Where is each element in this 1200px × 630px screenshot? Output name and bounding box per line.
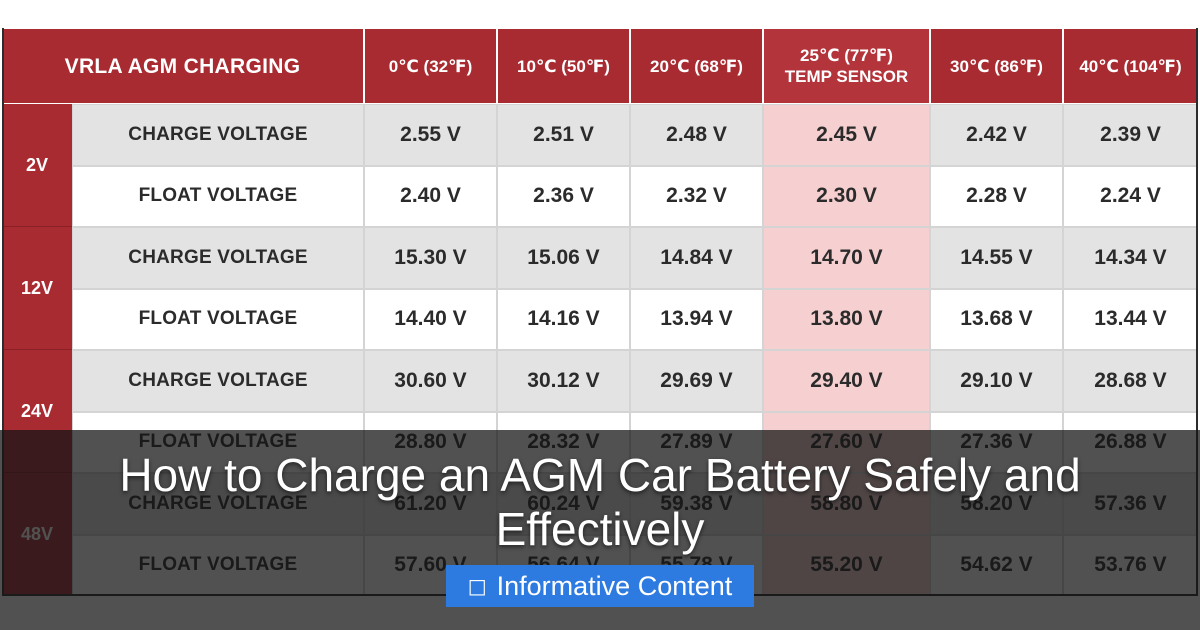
voltage-cell: 28.68 V xyxy=(1063,350,1198,412)
table-title: VRLA AGM CHARGING xyxy=(2,28,364,104)
voltage-cell: 29.10 V xyxy=(930,350,1063,412)
row-label: CHARGE VOLTAGE xyxy=(72,350,364,412)
voltage-cell: 15.06 V xyxy=(497,227,630,289)
row-label: CHARGE VOLTAGE xyxy=(72,227,364,289)
group-label: 2V xyxy=(2,104,72,227)
group-label: 12V xyxy=(2,227,72,350)
voltage-cell: 29.40 V xyxy=(763,350,930,412)
voltage-cell: 2.30 V xyxy=(763,165,930,227)
voltage-cell: 29.69 V xyxy=(630,350,763,412)
voltage-cell: 13.68 V xyxy=(930,288,1063,350)
voltage-cell: 2.51 V xyxy=(497,104,630,166)
badge-icon: □ xyxy=(467,574,487,598)
column-header: 30℃ (86℉) xyxy=(930,28,1063,104)
voltage-cell: 2.40 V xyxy=(364,165,497,227)
voltage-cell: 2.36 V xyxy=(497,165,630,227)
voltage-cell: 13.80 V xyxy=(763,288,930,350)
voltage-cell: 30.12 V xyxy=(497,350,630,412)
badge-label: Informative Content xyxy=(496,570,733,601)
voltage-cell: 14.55 V xyxy=(930,227,1063,289)
voltage-cell: 13.94 V xyxy=(630,288,763,350)
voltage-cell: 14.40 V xyxy=(364,288,497,350)
voltage-cell: 2.24 V xyxy=(1063,165,1198,227)
row-label: FLOAT VOLTAGE xyxy=(72,165,364,227)
row-label: FLOAT VOLTAGE xyxy=(72,288,364,350)
voltage-cell: 30.60 V xyxy=(364,350,497,412)
voltage-cell: 14.34 V xyxy=(1063,227,1198,289)
voltage-cell: 13.44 V xyxy=(1063,288,1198,350)
voltage-cell: 15.30 V xyxy=(364,227,497,289)
column-header: 10℃ (50℉) xyxy=(497,28,630,104)
voltage-cell: 14.70 V xyxy=(763,227,930,289)
column-header: 0℃ (32℉) xyxy=(364,28,497,104)
category-badge[interactable]: □ Informative Content xyxy=(446,565,754,607)
voltage-cell: 14.16 V xyxy=(497,288,630,350)
voltage-cell: 2.48 V xyxy=(630,104,763,166)
voltage-cell: 2.28 V xyxy=(930,165,1063,227)
voltage-cell: 2.45 V xyxy=(763,104,930,166)
voltage-cell: 2.32 V xyxy=(630,165,763,227)
column-header: 20℃ (68℉) xyxy=(630,28,763,104)
article-headline: How to Charge an AGM Car Battery Safely … xyxy=(119,449,1081,555)
voltage-cell: 2.42 V xyxy=(930,104,1063,166)
voltage-cell: 14.84 V xyxy=(630,227,763,289)
column-header: 25℃ (77℉) TEMP SENSOR xyxy=(763,28,930,104)
voltage-cell: 2.39 V xyxy=(1063,104,1198,166)
column-header: 40℃ (104℉) xyxy=(1063,28,1198,104)
voltage-cell: 2.55 V xyxy=(364,104,497,166)
row-label: CHARGE VOLTAGE xyxy=(72,104,364,166)
